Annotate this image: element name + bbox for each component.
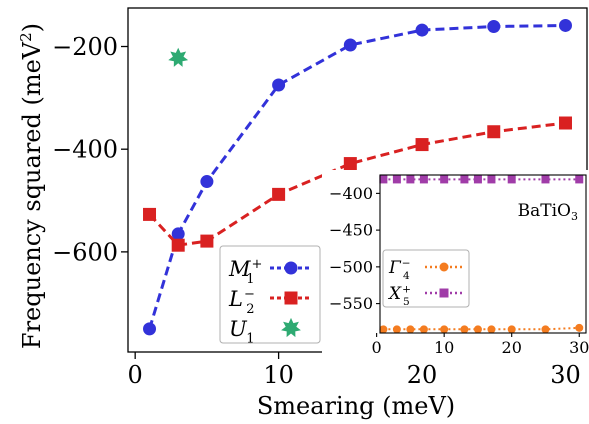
data-point-M1+ xyxy=(558,18,572,32)
inset-legend-label-Γ4-: Γ− 4 xyxy=(388,258,411,282)
inset-legend-item-X5+: X+ 5 xyxy=(387,284,463,308)
inset-legend-marker-Γ4- xyxy=(439,262,449,272)
legend-item-L2-: L− 2 xyxy=(228,287,312,317)
data-point-M1+ xyxy=(171,227,185,241)
data-point-Γ4- xyxy=(473,325,482,334)
legend-item-U1: U1 xyxy=(229,317,301,347)
axes-frame xyxy=(379,174,587,334)
legend-label-M1+: M+ 1 xyxy=(228,257,262,287)
data-point-Γ4- xyxy=(419,325,428,334)
y-tick-label: −450 xyxy=(329,221,373,240)
data-point-M1+ xyxy=(343,38,357,52)
main-axes: 0 10 20 30 −600 −400 −200 xyxy=(52,7,588,389)
data-point-Γ4- xyxy=(379,325,388,334)
inset-data-layer xyxy=(379,175,584,334)
x-tick-label: 30 xyxy=(569,338,589,357)
data-point-X5+ xyxy=(460,175,469,184)
data-point-L2- xyxy=(558,116,572,130)
main-plot: 0 10 20 30 −600 −400 −200 Smearing (meV) Frequ… xyxy=(17,7,588,420)
inset-legend-marker-X5+ xyxy=(439,288,449,298)
data-point-X5+ xyxy=(406,175,415,184)
data-point-L2- xyxy=(343,157,357,171)
data-point-M1+ xyxy=(415,23,429,37)
legend-item-M1+: M+ 1 xyxy=(228,257,312,287)
data-point-M1+ xyxy=(200,175,214,189)
data-point-X5+ xyxy=(419,175,428,184)
y-tick-label: −400 xyxy=(52,136,118,164)
main-legend: M+ 1L− 2U1 xyxy=(219,245,321,347)
y-tick-label: −600 xyxy=(52,238,118,266)
legend-label-L2-: L− 2 xyxy=(228,287,255,317)
data-point-X5+ xyxy=(473,175,482,184)
series-L2- xyxy=(143,116,572,252)
data-point-Γ4- xyxy=(487,325,496,334)
data-point-X5+ xyxy=(541,175,550,184)
x-tick-label: 30 xyxy=(550,361,581,389)
data-point-X5+ xyxy=(507,175,516,184)
data-point-Γ4- xyxy=(392,325,401,334)
data-point-X5+ xyxy=(487,175,496,184)
data-point-Γ4- xyxy=(575,323,584,332)
data-point-X5+ xyxy=(392,175,401,184)
legend-label-U1: U1 xyxy=(229,317,255,347)
legend-marker-M1+ xyxy=(284,261,298,275)
inset-plot: 0 10 20 30 −550 −500 −450 −400 BaTiO3 Γ− 4X+ 5 xyxy=(322,170,589,360)
x-tick-label: 0 xyxy=(128,361,143,389)
data-point-X5+ xyxy=(575,175,584,184)
x-tick-label: 10 xyxy=(263,361,294,389)
x-tick-label: 20 xyxy=(407,361,438,389)
data-point-L2- xyxy=(415,138,429,152)
series-line-M1+ xyxy=(148,24,566,330)
y-tick-label: −200 xyxy=(52,33,118,61)
main-data-layer xyxy=(143,18,572,336)
legend-marker-U1 xyxy=(281,317,301,338)
y-tick-label: −550 xyxy=(329,294,373,313)
data-point-M1+ xyxy=(487,19,501,33)
inset-legend: Γ− 4X+ 5 xyxy=(382,249,470,308)
data-point-Γ4- xyxy=(460,325,469,334)
data-point-Γ4- xyxy=(440,325,449,334)
data-point-U1 xyxy=(168,47,189,67)
data-point-L2- xyxy=(143,207,157,221)
x-tick-label: 0 xyxy=(372,338,382,357)
series-X5+ xyxy=(379,175,584,184)
x-tick-label: 10 xyxy=(434,338,454,357)
inset-legend-label-X5+: X+ 5 xyxy=(387,284,411,308)
inset-legend-item-Γ4-: Γ− 4 xyxy=(388,258,463,282)
inset-axes: 0 10 20 30 −550 −500 −450 −400 xyxy=(329,174,589,357)
y-tick-label: −500 xyxy=(329,257,373,276)
inset-title: BaTiO3 xyxy=(518,201,578,223)
series-U1 xyxy=(168,47,189,67)
data-point-L2- xyxy=(200,234,214,248)
legend-marker-L2- xyxy=(284,291,298,305)
x-axis-label: Smearing (meV) xyxy=(257,392,455,420)
y-tick-label: −400 xyxy=(329,184,373,203)
data-point-L2- xyxy=(272,187,286,201)
series-Γ4- xyxy=(379,323,584,334)
data-point-Γ4- xyxy=(541,325,550,334)
y-axis-label: Frequency squared (meV2) xyxy=(17,23,46,349)
data-point-L2- xyxy=(171,238,185,252)
data-point-L2- xyxy=(487,125,501,139)
series-M1+ xyxy=(143,18,572,336)
data-point-X5+ xyxy=(440,175,449,184)
x-tick-label: 20 xyxy=(502,338,522,357)
data-point-Γ4- xyxy=(507,325,516,334)
data-point-X5+ xyxy=(379,175,388,184)
data-point-Γ4- xyxy=(406,325,415,334)
data-point-M1+ xyxy=(143,322,157,336)
data-point-M1+ xyxy=(272,78,286,92)
